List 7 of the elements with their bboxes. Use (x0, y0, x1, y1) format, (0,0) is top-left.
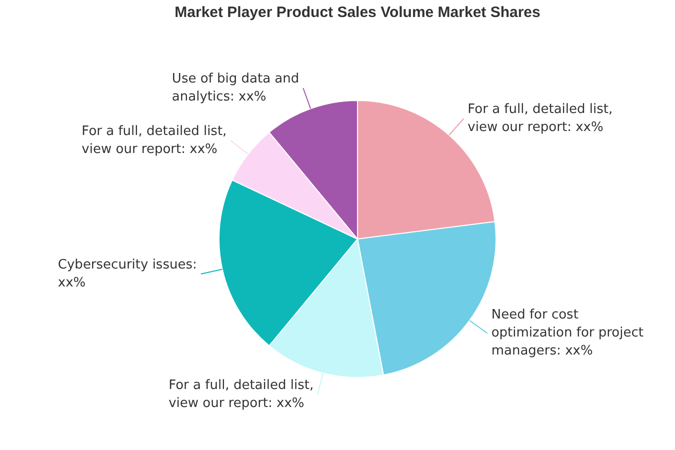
slice-label: For a full, detailed list, view our report: xx% (468, 102, 613, 135)
chart-title: Market Player Product Sales Volume Market Shares (174, 4, 540, 22)
slice-label: For a full, detailed list, view our report: xx% (82, 124, 227, 158)
slice-label: For a full, detailed list, view our report: xx% (168, 378, 314, 411)
slice-label: Use of big data and analytics: xx% (172, 71, 300, 104)
slice-label: Need for cost optimization for project managers: xx% (491, 308, 644, 359)
slice-label: Cybersecurity issues: xx% (58, 257, 197, 290)
